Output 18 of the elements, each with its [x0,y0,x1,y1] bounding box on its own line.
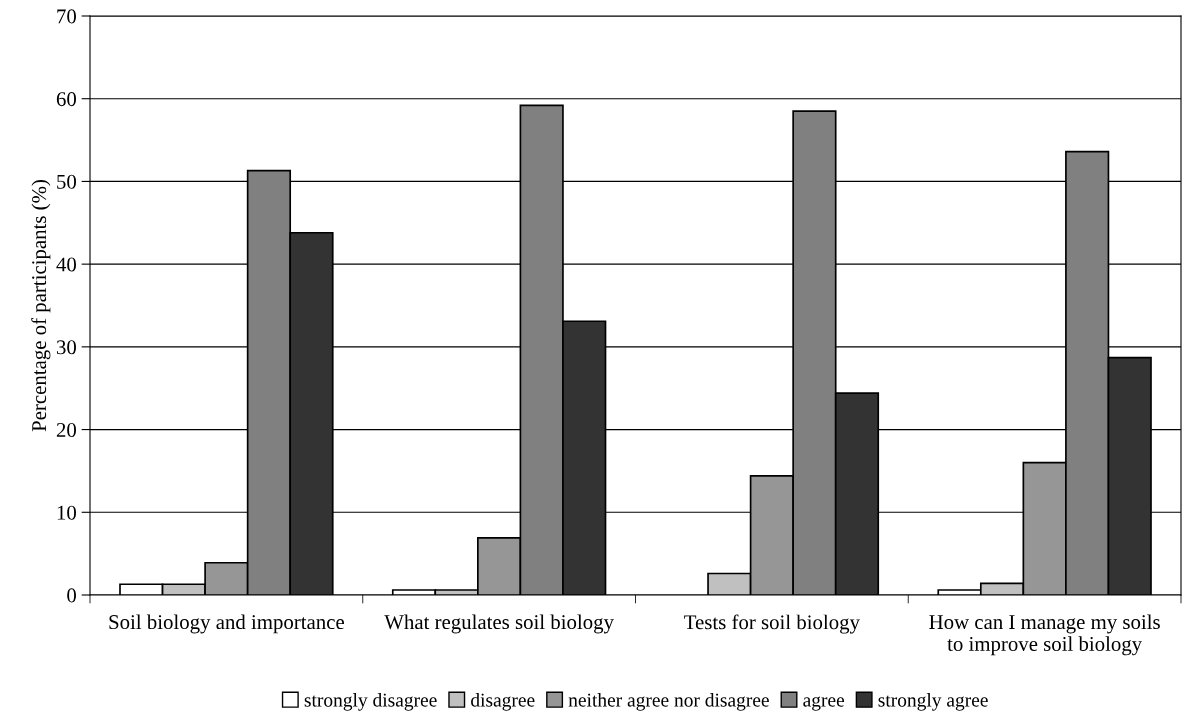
legend-label: strongly disagree [304,692,437,711]
y-tick-label: 0 [67,588,77,603]
y-tick-label: 20 [56,422,77,437]
y-tick-label: 60 [56,92,77,107]
legend-label: agree [803,696,845,711]
y-tick-label: 50 [57,174,77,189]
y-tick-label: 70 [57,9,77,24]
legend-label: neither agree nor disagree [568,692,769,711]
y-tick-label: 10 [57,505,77,520]
x-tick-label: Soil biology and importance [109,614,344,634]
x-tick-label: Tests for soil biology [684,614,860,634]
x-tick-label: What regulates soil biology [384,614,614,634]
y-tick-label: 40 [56,257,77,272]
legend-label: disagree [471,692,535,711]
legend-label: strongly agree [878,692,988,711]
x-tick-label: How can I manage my soils to improve soil biology [929,614,1160,656]
y-tick-label: 30 [56,340,77,355]
y-axis-title: Percentage of participants (%) [31,180,51,432]
